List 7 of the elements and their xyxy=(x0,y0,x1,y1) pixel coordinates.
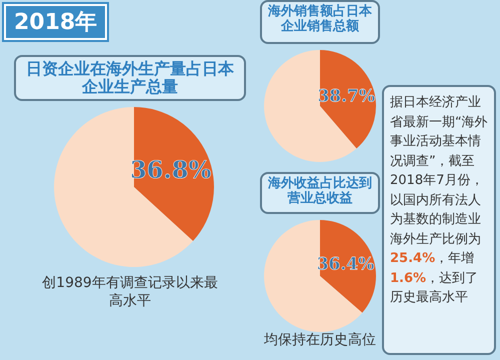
chart-subtitle: 日资企业在海外生产量占日本企业生产总量 xyxy=(14,55,246,101)
chart-title: 海外销售额占日本企业销售总额 xyxy=(260,0,380,44)
text: 创1989年有调查记录以来最高水平 xyxy=(41,275,219,310)
text: 均保持在历史高位 xyxy=(263,332,377,350)
chart-title: 2018年 xyxy=(4,4,108,40)
chart-title: 海外收益占比达到营业总收益 xyxy=(260,172,380,214)
text: 据日本经济产业省最新一期“海外事业活动基本情况调查”，截至2018年7月份，以国内所有法人为基数的制造业海外生产比例为25.4%，年增1.6%，达到了历史最高水平 xyxy=(390,95,488,305)
